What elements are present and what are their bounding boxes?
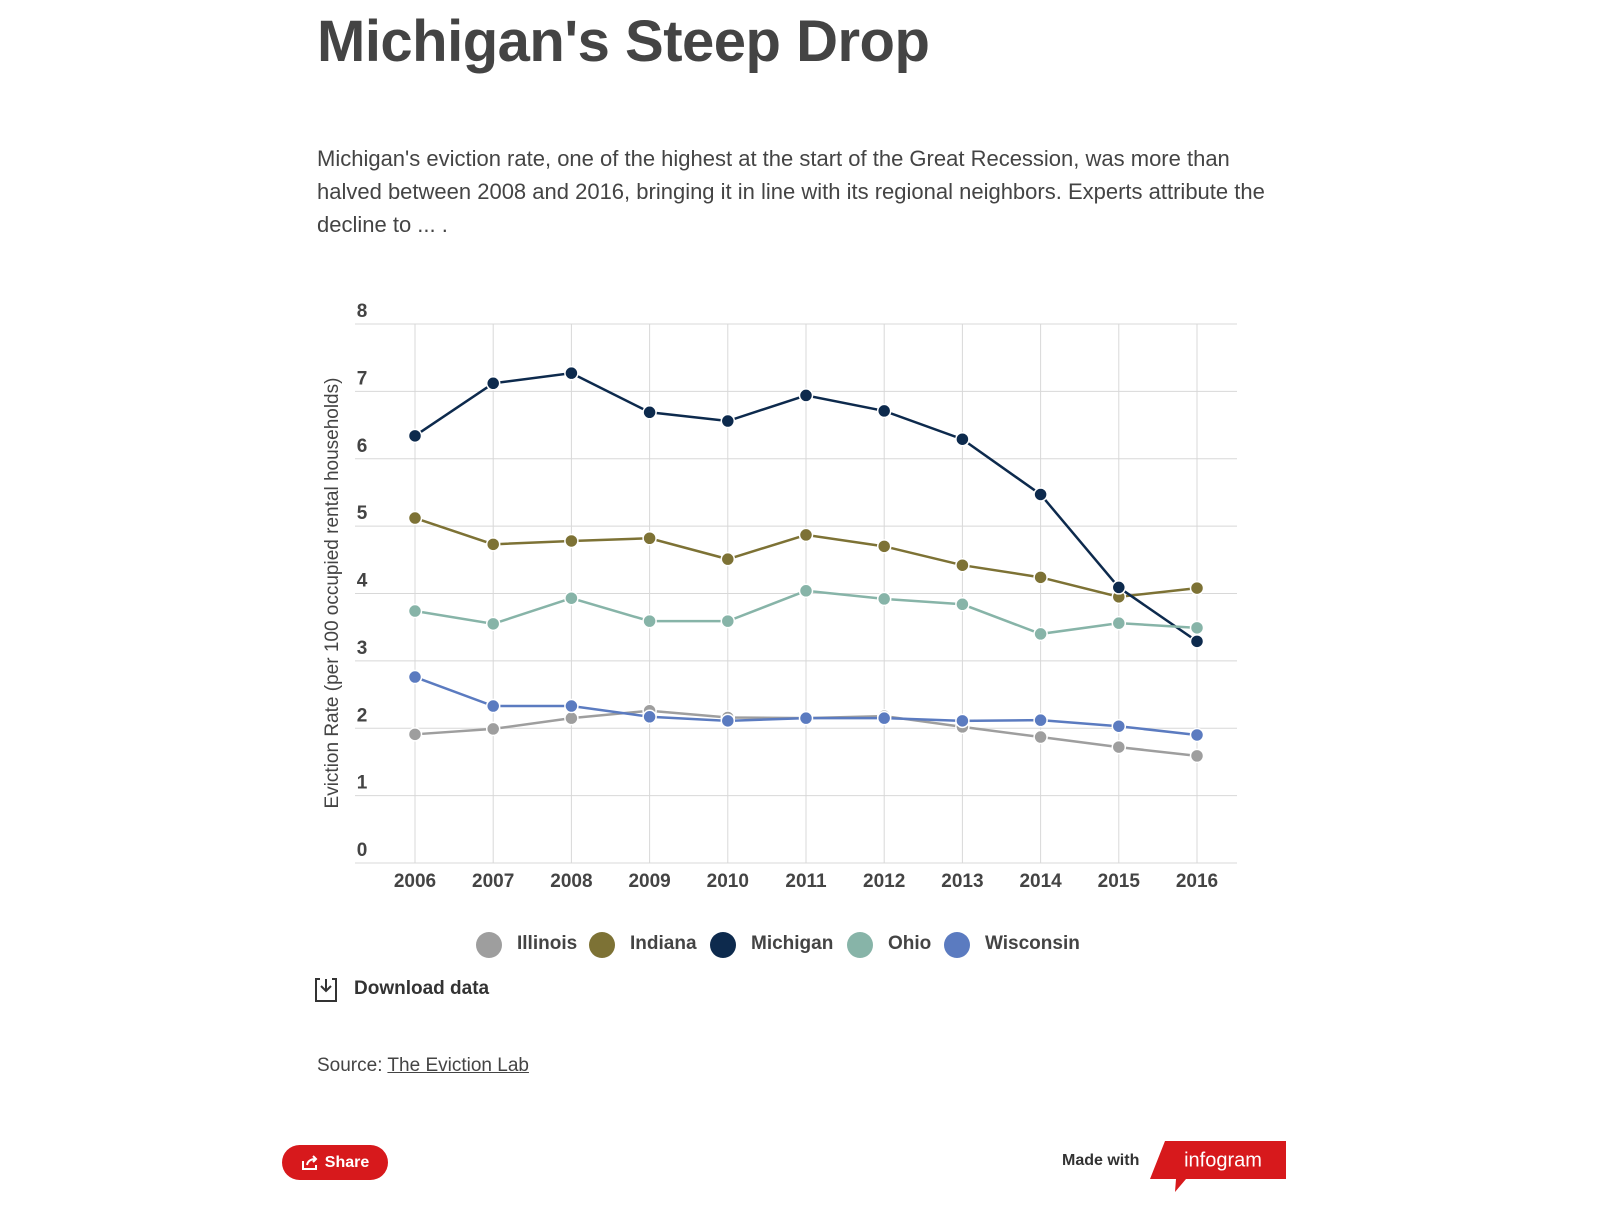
point xyxy=(1111,580,1127,595)
point xyxy=(1033,712,1048,728)
x-tick-label: 2008 xyxy=(550,871,592,892)
point xyxy=(642,709,657,725)
point xyxy=(798,710,814,726)
point xyxy=(876,403,892,419)
point xyxy=(955,431,970,447)
point xyxy=(485,721,501,737)
point xyxy=(1033,626,1048,642)
y-tick-label: 6 xyxy=(357,436,368,457)
share-label[interactable]: Share xyxy=(324,1153,370,1171)
x-tick-label: 2014 xyxy=(1019,871,1062,892)
y-tick-label: 1 xyxy=(357,773,368,794)
download-link[interactable]: Download data xyxy=(354,978,490,999)
point xyxy=(485,537,501,552)
legend-swatch xyxy=(589,932,615,958)
legend-label: Ohio xyxy=(888,933,931,954)
point xyxy=(1111,718,1127,734)
point xyxy=(564,710,579,726)
point xyxy=(955,597,970,612)
brand[interactable]: infogram xyxy=(1184,1149,1262,1171)
x-tick-label: 2010 xyxy=(707,871,749,892)
point xyxy=(485,616,501,632)
point xyxy=(485,376,501,391)
title: Michigan's Steep Drop xyxy=(317,9,930,74)
brand-badge[interactable] xyxy=(1150,1141,1286,1192)
point xyxy=(564,533,579,549)
share-button[interactable]: Share xyxy=(282,1145,388,1180)
source: Source: The Eviction Lab xyxy=(317,1055,529,1077)
point xyxy=(1111,739,1127,755)
point xyxy=(564,365,579,381)
point xyxy=(720,551,736,567)
made-with: Made with xyxy=(1062,1152,1140,1169)
point xyxy=(798,388,814,403)
point xyxy=(1189,620,1205,636)
description: Michigan's eviction rate, one of the hig… xyxy=(317,146,1265,237)
point xyxy=(407,603,423,619)
legend-swatch xyxy=(710,932,736,958)
x-tick-label: 2012 xyxy=(863,871,905,892)
point xyxy=(720,713,736,729)
share-icon xyxy=(301,1154,318,1170)
y-axis-label: Eviction Rate (per 100 occupied rental h… xyxy=(322,378,343,809)
point xyxy=(1033,487,1048,502)
point xyxy=(1033,729,1048,745)
point xyxy=(642,405,657,420)
x-tick-label: 2016 xyxy=(1176,871,1218,892)
x-tick-label: 2013 xyxy=(941,871,983,892)
series xyxy=(407,365,1205,649)
legend-label: Wisconsin xyxy=(985,933,1080,954)
point xyxy=(1033,570,1048,585)
y-tick-label: 3 xyxy=(357,638,368,659)
point xyxy=(1189,634,1205,649)
point xyxy=(407,510,423,526)
point xyxy=(407,428,423,444)
x-tick-label: 2007 xyxy=(472,871,514,892)
point xyxy=(876,539,892,554)
y-tick-label: 5 xyxy=(357,503,368,524)
series xyxy=(407,669,1205,743)
x-tick-label: 2011 xyxy=(785,871,827,892)
legend-swatch xyxy=(476,932,502,958)
point xyxy=(1189,727,1205,743)
point xyxy=(642,613,657,629)
series xyxy=(407,510,1205,605)
point xyxy=(1189,580,1205,596)
x-tick-label: 2015 xyxy=(1098,871,1141,892)
point xyxy=(1189,748,1205,764)
point xyxy=(798,527,814,543)
legend-label: Illinois xyxy=(517,933,577,954)
point xyxy=(876,710,892,726)
point xyxy=(485,698,501,714)
point xyxy=(720,613,736,629)
point xyxy=(798,583,814,599)
point xyxy=(955,557,970,573)
download-icon[interactable] xyxy=(315,978,337,1002)
point xyxy=(1111,615,1127,631)
x-tick-label: 2009 xyxy=(628,871,670,892)
y-tick-label: 2 xyxy=(357,705,368,726)
point xyxy=(720,413,736,429)
legend-swatch xyxy=(944,932,970,958)
point xyxy=(564,698,579,714)
series xyxy=(407,583,1205,642)
point xyxy=(642,531,657,546)
legend-label: Indiana xyxy=(630,933,697,954)
y-tick-label: 8 xyxy=(357,301,368,322)
y-tick-label: 7 xyxy=(357,368,368,389)
point xyxy=(876,591,892,607)
y-tick-label: 0 xyxy=(357,840,368,861)
source-link[interactable]: The Eviction Lab xyxy=(387,1055,529,1076)
point xyxy=(407,727,423,742)
point xyxy=(955,713,970,729)
legend-label: Michigan xyxy=(751,933,833,954)
point xyxy=(407,669,423,685)
point xyxy=(564,590,579,606)
x-tick-label: 2006 xyxy=(394,871,436,892)
source-label: Source: xyxy=(317,1055,383,1076)
legend-swatch xyxy=(847,932,873,958)
y-tick-label: 4 xyxy=(357,571,368,592)
